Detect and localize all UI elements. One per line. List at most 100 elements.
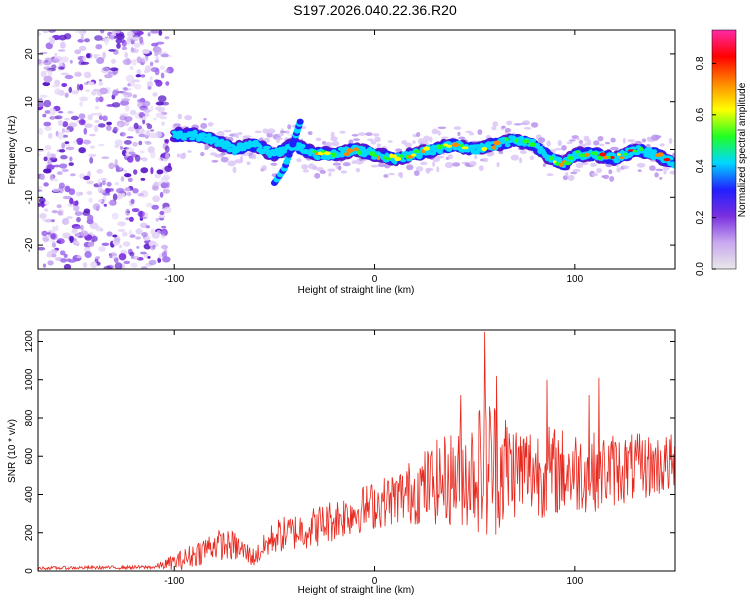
ridge-hotspot [330,152,337,158]
noise-speckle [119,244,123,249]
noise-speckle [108,162,115,170]
snr-panel: -100 0 100 0 200 400 600 800 1000 1200 Height of… [7,329,676,596]
noise-speckle [40,173,45,181]
snr-y-label: SNR (10 * v/v) [7,419,18,483]
noise-speckle [100,30,105,34]
ridge-hotspot [657,152,664,157]
ridge-halo [447,154,454,160]
noise-speckle [98,143,105,147]
ridge-halo [616,167,621,173]
ridge-halo [237,131,243,136]
noise-speckle [43,75,53,83]
noise-speckle [73,226,82,230]
ridge-halo [609,176,615,182]
snr-x-ticks: -100 0 100 [164,330,584,587]
noise-speckle [121,38,125,44]
noise-speckle [143,108,151,113]
noise-speckle [126,136,134,139]
noise-speckle [123,169,128,174]
noise-speckle [98,115,103,121]
noise-speckle [116,42,121,49]
noise-speckle [76,137,84,144]
ridge-halo [622,165,630,170]
noise-speckle [90,261,98,269]
ridge-hotspot [311,150,318,153]
ridge-halo [216,130,225,138]
snr-y-ticks: 0 200 400 600 800 1000 1200 [24,330,675,574]
noise-speckle [150,129,155,132]
noise-speckle [53,164,61,168]
noise-speckle [133,169,138,175]
ridge-hotspot [481,146,488,152]
ridge-halo [177,113,183,120]
ridge-halo [203,118,207,121]
noise-speckle [57,120,64,126]
noise-speckle [60,155,68,160]
noise-speckle [136,56,142,64]
noise-speckle [123,260,131,265]
noise-speckle [58,62,63,67]
ridge-core [181,137,188,141]
ridge-halo [383,174,389,178]
ridge-halo [561,145,567,151]
ridge-hotspot [596,155,603,160]
noise-speckle [83,71,92,79]
noise-speckle [98,81,104,86]
colorbar-label: Normalized spectral amplitude [737,82,748,217]
noise-speckle [61,168,69,173]
noise-speckle [83,127,88,135]
noise-speckle [87,81,95,86]
ridge-hotspot [553,160,557,164]
ridge-halo [530,122,539,128]
ridge-halo [339,130,346,134]
noise-speckle [49,37,56,45]
ridge-hotspot [394,156,402,162]
noise-speckle [89,145,96,149]
noise-speckle [44,110,51,114]
ridge-halo [423,135,431,142]
x-tick-label: -100 [164,274,184,285]
noise-speckle [57,49,66,52]
ridge-core [671,163,675,169]
noise-speckle [165,152,170,160]
noise-speckle [125,104,130,112]
ridge-halo [636,162,646,168]
noise-speckle [137,192,144,197]
noise-speckle [50,248,58,254]
noise-speckle [104,188,111,194]
noise-speckle [104,74,113,79]
ridge-halo [262,128,269,134]
noise-speckle [160,116,168,120]
ridge-hotspot [590,151,597,155]
noise-speckle [109,253,113,259]
noise-speckle [80,224,84,231]
ridge-halo [468,132,475,136]
noise-speckle [117,229,126,232]
noise-speckle [83,208,91,214]
noise-speckle [68,188,76,196]
noise-speckle [132,94,137,99]
ridge-halo [477,129,483,135]
noise-speckle [94,120,100,123]
noise-speckle [64,129,70,133]
ridge-halo [176,153,180,158]
noise-speckle [130,262,138,268]
noise-speckle [61,218,70,225]
y-tick-label: 200 [24,524,35,541]
noise-speckle [121,46,128,51]
noise-speckle [159,210,165,216]
ridge-halo [590,162,597,167]
ridge-hotspot [423,146,430,151]
noise-speckle [140,222,148,228]
ridge-hotspot [594,151,599,156]
noise-speckle [160,182,168,189]
noise-speckle [43,121,52,127]
ridge-halo [286,130,290,135]
noise-speckle [145,202,153,208]
noise-speckle [95,44,103,50]
ridge-halo [353,138,360,142]
ridge-hotspot [514,138,519,143]
noise-speckle [127,39,131,45]
noise-speckle [150,245,156,251]
noise-speckle [44,57,53,61]
